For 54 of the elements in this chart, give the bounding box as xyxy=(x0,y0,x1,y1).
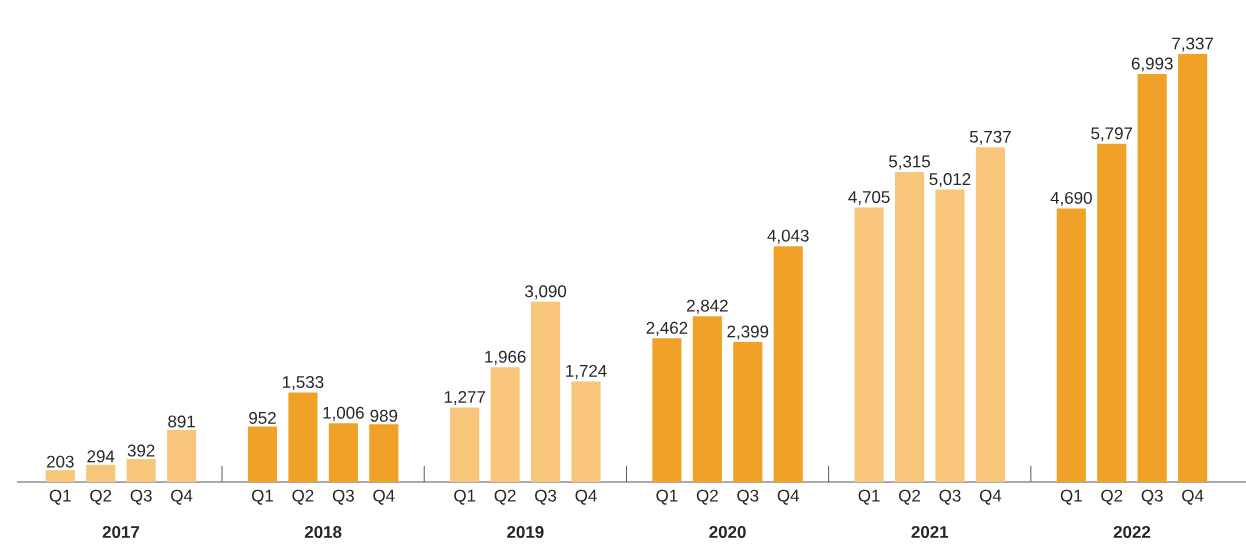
x-tick-label: Q3 xyxy=(939,489,961,505)
x-tick-label: Q2 xyxy=(90,489,112,505)
x-tick-label: Q2 xyxy=(899,489,920,505)
data-label: 5,012 xyxy=(929,173,971,188)
x-tick-label: Q4 xyxy=(171,489,193,505)
data-label: 5,315 xyxy=(889,155,931,170)
x-tick-label: Q2 xyxy=(292,489,314,505)
x-tick-label: Q3 xyxy=(130,489,152,505)
x-tick-label: Q3 xyxy=(332,489,354,505)
data-label: 1,966 xyxy=(485,350,526,365)
x-tick-label: Q3 xyxy=(535,489,557,505)
text: 2021 xyxy=(911,525,949,538)
data-label: 203 xyxy=(47,455,74,468)
text: 2019 xyxy=(507,525,544,538)
data-label: 891 xyxy=(168,415,195,428)
x-tick-label: Q4 xyxy=(777,489,800,505)
x-tick-label: Q3 xyxy=(737,489,759,505)
text: 2020 xyxy=(709,525,746,538)
data-label: 2,399 xyxy=(727,325,769,340)
data-label: 2,462 xyxy=(646,321,688,336)
x-tick-label: Q1 xyxy=(454,489,476,505)
text: 2017 xyxy=(102,525,140,538)
text: 2018 xyxy=(304,525,342,538)
data-label: 2,842 xyxy=(687,299,728,314)
x-tick-label: Q4 xyxy=(1182,489,1204,505)
x-tick-label: Q2 xyxy=(494,489,516,505)
x-tick-label: Q2 xyxy=(1101,489,1123,505)
data-label: 1,533 xyxy=(283,376,324,391)
data-label: 6,993 xyxy=(1131,57,1173,72)
data-label: 1,724 xyxy=(566,364,607,379)
data-label: 4,705 xyxy=(848,191,890,206)
data-label: 1,277 xyxy=(444,390,486,405)
x-tick-label: Q1 xyxy=(1060,489,1082,505)
x-tick-label: Q4 xyxy=(979,489,1002,505)
data-label: 392 xyxy=(127,444,155,457)
data-label: 5,737 xyxy=(969,130,1011,145)
data-label: 952 xyxy=(249,411,276,424)
data-label: 3,090 xyxy=(525,285,567,300)
x-tick-label: Q1 xyxy=(251,489,273,505)
data-label: 294 xyxy=(87,450,115,463)
data-label: 989 xyxy=(370,409,398,422)
x-tick-label: Q4 xyxy=(575,489,597,505)
data-label: 1,006 xyxy=(323,406,364,421)
x-tick-label: Q1 xyxy=(49,489,71,505)
data-label: 5,797 xyxy=(1091,127,1133,142)
data-label: 4,690 xyxy=(1050,191,1092,206)
x-tick-label: Q3 xyxy=(1141,489,1163,505)
x-tick-label: Q2 xyxy=(696,489,718,505)
x-tick-label: Q1 xyxy=(858,489,880,505)
x-tick-label: Q4 xyxy=(373,489,395,505)
x-tick-label: Q1 xyxy=(656,489,678,505)
data-label: 4,043 xyxy=(767,229,809,244)
text: 2022 xyxy=(1113,525,1151,538)
data-label: 7,337 xyxy=(1172,37,1213,52)
